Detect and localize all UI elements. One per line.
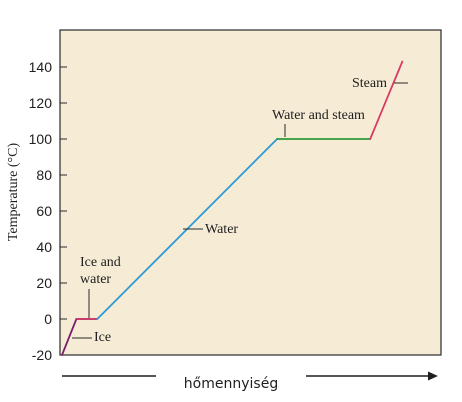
series-steam [369, 60, 404, 140]
y-tick-label: 120 [29, 95, 53, 111]
y-tick-label: 40 [36, 239, 52, 255]
y-tick-label: 0 [44, 311, 52, 327]
x-axis-arrowhead [428, 371, 438, 381]
annotation-water: Water [205, 222, 238, 237]
y-tick-label: 20 [36, 275, 52, 291]
y-axis-title: Temperature (°C) [6, 143, 21, 242]
y-tick-label: 60 [36, 203, 52, 219]
y-tick-label: 100 [29, 131, 53, 147]
annotation-ice-and-water-line1: Ice and [80, 255, 121, 270]
y-tick-label: -20 [32, 347, 52, 363]
x-axis-title: hőmennyiség [184, 376, 278, 392]
y-tick-label: 140 [29, 59, 53, 75]
plot-area [59, 29, 442, 356]
annotation-ice: Ice [94, 330, 111, 345]
y-axis: -20 0 20 40 60 80 100 120 140 [29, 59, 67, 363]
series-ice [61, 318, 78, 356]
annotation-ice-and-water-line2: water [80, 272, 111, 287]
y-tick-label: 80 [36, 167, 52, 183]
annotation-water-and-steam: Water and steam [272, 108, 365, 123]
annotation-steam: Steam [352, 76, 387, 91]
